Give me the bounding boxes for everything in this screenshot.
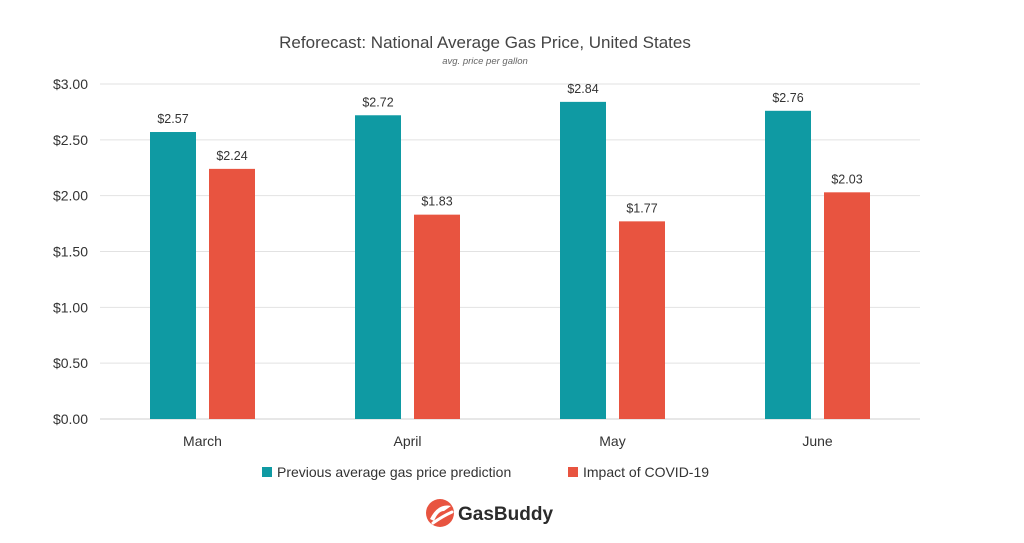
legend-label: Previous average gas price prediction xyxy=(277,464,511,480)
gasbuddy-logo: GasBuddy xyxy=(426,499,553,527)
y-tick-label: $2.00 xyxy=(53,188,88,204)
y-tick-label: $2.50 xyxy=(53,132,88,148)
legend-label: Impact of COVID-19 xyxy=(583,464,709,480)
data-label: $2.84 xyxy=(567,82,598,96)
chart-title: Reforecast: National Average Gas Price, … xyxy=(279,33,691,52)
bars xyxy=(150,101,870,420)
x-tick-label: June xyxy=(802,433,833,449)
legend-swatch xyxy=(262,467,272,477)
data-label: $2.72 xyxy=(362,95,393,109)
data-labels: $2.57 $2.24 $2.72 $1.83 $2.84 $1.77 $2.76 $2.03 xyxy=(157,82,862,215)
y-tick-label: $0.00 xyxy=(53,411,88,427)
x-tick-label: April xyxy=(393,433,421,449)
gasbuddy-logo-icon xyxy=(426,499,454,527)
chart-subtitle: avg. price per gallon xyxy=(442,56,528,67)
x-tick-label: May xyxy=(599,433,625,449)
y-tick-label: $3.00 xyxy=(53,76,88,92)
y-tick-label: $1.00 xyxy=(53,299,88,315)
bar-previous-prediction xyxy=(560,101,606,419)
bar-covid-impact xyxy=(824,192,870,419)
bar-covid-impact xyxy=(209,168,255,419)
bar-covid-impact xyxy=(414,214,460,419)
y-tick-label: $1.50 xyxy=(53,244,88,260)
data-label: $2.24 xyxy=(216,149,247,163)
data-label: $2.03 xyxy=(831,172,862,186)
x-tick-label: March xyxy=(183,433,222,449)
bar-covid-impact xyxy=(619,221,665,419)
y-axis-tick-labels: $0.00 $0.50 $1.00 $1.50 $2.00 $2.50 $3.00 xyxy=(53,76,88,427)
bar-previous-prediction xyxy=(765,110,811,420)
data-label: $2.76 xyxy=(772,91,803,105)
gasbuddy-logo-text: GasBuddy xyxy=(458,504,553,525)
data-label: $1.77 xyxy=(626,201,657,215)
x-axis-tick-labels: March April May June xyxy=(183,433,833,449)
data-label: $1.83 xyxy=(421,195,452,209)
data-label: $2.57 xyxy=(157,112,188,126)
bar-previous-prediction xyxy=(355,115,401,420)
legend-swatch xyxy=(568,467,578,477)
legend: Previous average gas price prediction Imp… xyxy=(262,464,709,480)
bar-previous-prediction xyxy=(150,132,196,419)
y-tick-label: $0.50 xyxy=(53,355,88,371)
